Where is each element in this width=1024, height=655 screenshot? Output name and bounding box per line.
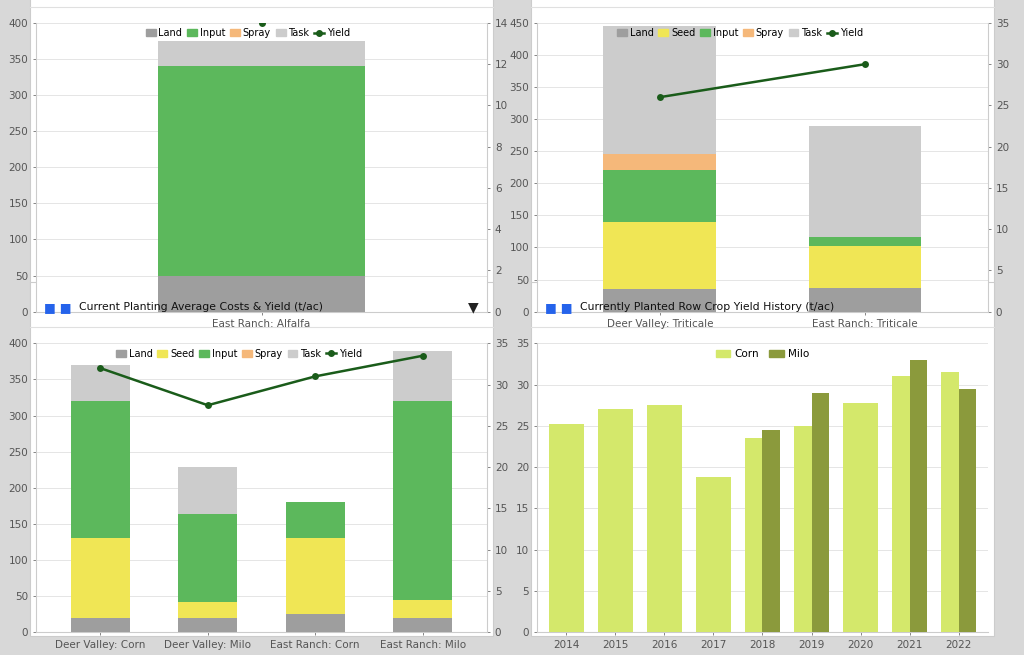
- Bar: [158, 276, 365, 312]
- Bar: [71, 401, 130, 538]
- Bar: [71, 538, 130, 618]
- Text: Currently Planted Row Crop Yield History (t/ac): Currently Planted Row Crop Yield History…: [580, 303, 835, 312]
- Bar: [603, 155, 717, 170]
- Bar: [393, 618, 453, 632]
- Bar: [603, 289, 717, 312]
- Bar: [393, 599, 453, 618]
- Bar: [393, 350, 453, 401]
- Bar: [941, 372, 958, 632]
- Bar: [603, 26, 717, 155]
- Legend: Corn, Milo: Corn, Milo: [712, 345, 813, 363]
- Bar: [286, 502, 345, 538]
- Bar: [794, 426, 812, 632]
- Bar: [603, 170, 717, 222]
- Text: ▼: ▼: [468, 301, 479, 314]
- Bar: [178, 602, 238, 618]
- Bar: [71, 618, 130, 632]
- Bar: [812, 393, 829, 632]
- Bar: [178, 514, 238, 602]
- Bar: [286, 538, 345, 614]
- Bar: [809, 246, 922, 288]
- Bar: [178, 467, 238, 514]
- Bar: [763, 430, 780, 632]
- Bar: [603, 222, 717, 289]
- Text: Current Planting Average Costs & Yield (t/ac): Current Planting Average Costs & Yield (…: [79, 303, 323, 312]
- Text: ■ ■: ■ ■: [44, 301, 72, 314]
- Legend: Land, Seed, Input, Spray, Task, Yield: Land, Seed, Input, Spray, Task, Yield: [613, 24, 867, 42]
- Bar: [809, 236, 922, 246]
- Bar: [909, 360, 928, 632]
- Bar: [158, 66, 365, 276]
- Legend: Land, Seed, Input, Spray, Task, Yield: Land, Seed, Input, Spray, Task, Yield: [112, 345, 366, 363]
- Bar: [843, 403, 879, 632]
- Legend: Land, Input, Spray, Task, Yield: Land, Input, Spray, Task, Yield: [142, 24, 354, 42]
- Bar: [158, 41, 365, 66]
- Bar: [695, 477, 731, 632]
- Bar: [809, 288, 922, 312]
- Bar: [744, 438, 763, 632]
- Bar: [71, 365, 130, 401]
- Bar: [647, 405, 682, 632]
- Text: ■ ■: ■ ■: [545, 301, 572, 314]
- Bar: [286, 614, 345, 632]
- Bar: [549, 424, 584, 632]
- Bar: [393, 401, 453, 599]
- Bar: [598, 409, 633, 632]
- Bar: [958, 389, 977, 632]
- Bar: [178, 618, 238, 632]
- Bar: [892, 377, 909, 632]
- Bar: [809, 126, 922, 236]
